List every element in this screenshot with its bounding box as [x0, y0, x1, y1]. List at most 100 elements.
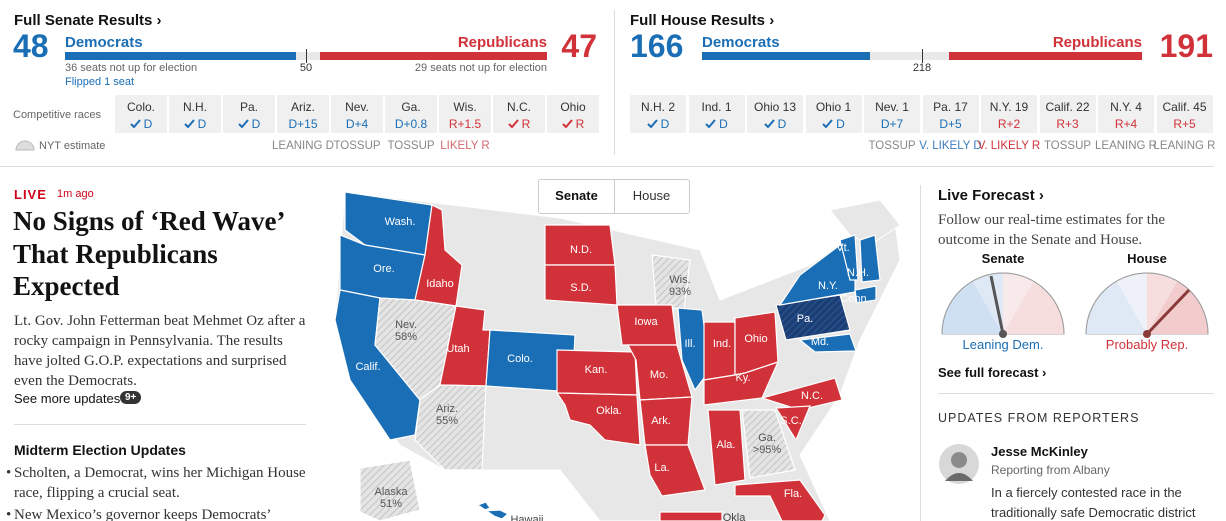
state-label: S.D.	[570, 282, 591, 294]
check	[822, 119, 833, 129]
state-label: Idaho	[426, 278, 454, 290]
race-result: D	[115, 117, 167, 131]
state	[774, 405, 811, 442]
race-result-text: D	[251, 117, 261, 131]
toggle-divider	[614, 180, 615, 213]
race-box[interactable]: N.Y. 4 R+4	[1098, 95, 1154, 133]
race-result-text: R+4	[1114, 117, 1138, 131]
check-icon	[237, 119, 249, 129]
legend-text: NYT estimate	[39, 140, 106, 152]
race-box[interactable]: Colo. D	[115, 95, 167, 133]
race-box[interactable]: Ind. 1 D	[688, 95, 745, 133]
toggle-house[interactable]: House	[632, 188, 671, 203]
race-name: Calif. 45	[1162, 100, 1207, 114]
race-box[interactable]: N.H. D	[169, 95, 221, 133]
state-label: Ind.	[713, 338, 731, 350]
race-box[interactable]: Wis. R+1.5	[439, 95, 491, 133]
update-item[interactable]: • New Mexico’s governor keeps Democrats’	[6, 505, 306, 521]
state	[741, 409, 796, 479]
divider	[938, 393, 1214, 394]
race-box[interactable]: Calif. 22 R+3	[1039, 95, 1096, 133]
race-result: R+2	[981, 117, 1037, 131]
race-result: D+4	[331, 117, 383, 131]
state	[854, 285, 877, 304]
race-box[interactable]: Calif. 45 R+5	[1156, 95, 1213, 133]
race-box[interactable]: Pa. 17 D+5	[922, 95, 979, 133]
map: Wash. Ore. Calif. Idaho Nev.58% Utah Ariz.55% C…	[334, 191, 900, 521]
gauge-status: Probably Rep.	[1105, 337, 1189, 352]
forecast-link[interactable]: See full forecast ›	[938, 365, 1047, 380]
state	[414, 384, 487, 471]
race-box[interactable]: N.Y. 19 R+2	[981, 95, 1037, 133]
race-result: R	[493, 117, 545, 131]
race-result-text: R+1.5	[448, 117, 482, 131]
race-box[interactable]: Pa. D	[223, 95, 275, 133]
race-box[interactable]: Ohio 13 D	[747, 95, 803, 133]
state	[859, 234, 881, 283]
state-label: N.C.	[801, 390, 823, 402]
race-result-text: D+7	[880, 117, 904, 131]
state-label: Pa.	[797, 313, 814, 325]
state-label: Nev.	[395, 319, 417, 331]
gauges	[941, 272, 1209, 338]
race-box[interactable]: Ohio 1 D	[805, 95, 862, 133]
state-label: N.H.	[847, 267, 869, 279]
race-result: D+5	[923, 117, 979, 131]
headline[interactable]: No Signs of ‘Red Wave’ That Republicans …	[13, 206, 284, 301]
map-base	[829, 199, 900, 246]
reporter-place: Reporting from Albany	[991, 463, 1110, 477]
race-rating: LEANING R	[1095, 140, 1157, 152]
race-box[interactable]: Nev. D+4	[331, 95, 383, 133]
state	[359, 459, 421, 521]
rep-note: 29 seats not up for election	[414, 62, 547, 74]
state-label: Ore.	[373, 263, 394, 275]
majority-label: 50	[299, 62, 313, 74]
race-result: D	[169, 117, 221, 131]
state-label: Kan.	[585, 364, 608, 376]
forecast-title[interactable]: Live Forecast ›	[938, 187, 1044, 204]
race-box[interactable]: Ga. D+0.8	[385, 95, 437, 133]
check	[561, 119, 573, 129]
update-item[interactable]: • Scholten, a Democrat, wins her Michigan…	[6, 463, 306, 503]
state-label: Ky.	[735, 372, 750, 384]
race-rating: V. LIKELY R	[977, 140, 1041, 152]
more-link[interactable]: See more updates	[14, 391, 121, 406]
majority-tick	[922, 49, 923, 63]
race-result-text: R+2	[997, 117, 1021, 131]
state-label: Colo.	[507, 353, 533, 365]
house-title[interactable]: Full House Results ›	[630, 12, 775, 29]
state-label: Ohio	[744, 333, 767, 345]
race-result-text: D	[197, 117, 207, 131]
race-result: D+15	[277, 117, 329, 131]
race-name: Nev.	[345, 100, 369, 114]
house-rep-name: Republicans	[1052, 34, 1142, 51]
bullet: •	[6, 507, 12, 521]
divider	[0, 166, 1214, 167]
check	[129, 119, 141, 129]
race-name: Calif. 22	[1045, 100, 1090, 114]
state	[839, 234, 859, 281]
state	[703, 321, 736, 381]
race-result-text: D+4	[345, 117, 369, 131]
senate-title[interactable]: Full Senate Results ›	[14, 12, 162, 29]
race-box[interactable]: N.H. 2 D	[630, 95, 686, 133]
gauge-status: Leaning Dem.	[962, 337, 1044, 352]
race-box[interactable]: Ariz. D+15	[277, 95, 329, 133]
state-label: Iowa	[634, 316, 658, 328]
race-name: N.Y. 19	[989, 100, 1029, 114]
state-estimate: 51%	[380, 498, 402, 510]
race-result: R+4	[1098, 117, 1154, 131]
race-rating: LEANING R	[1153, 140, 1216, 152]
race-rating: TOSSUP	[387, 140, 435, 152]
toggle-senate[interactable]: Senate	[555, 188, 598, 203]
race-result: D	[747, 117, 803, 131]
race-box[interactable]: Ohio R	[547, 95, 599, 133]
race-result-text: D	[836, 117, 845, 131]
state-label: N.D.	[570, 244, 592, 256]
state-label: Ga.	[758, 432, 776, 444]
race-box[interactable]: N.C. R	[493, 95, 545, 133]
dem-name: Democrats	[65, 34, 143, 51]
majority-label: 218	[912, 62, 932, 74]
race-box[interactable]: Nev. 1 D+7	[864, 95, 920, 133]
